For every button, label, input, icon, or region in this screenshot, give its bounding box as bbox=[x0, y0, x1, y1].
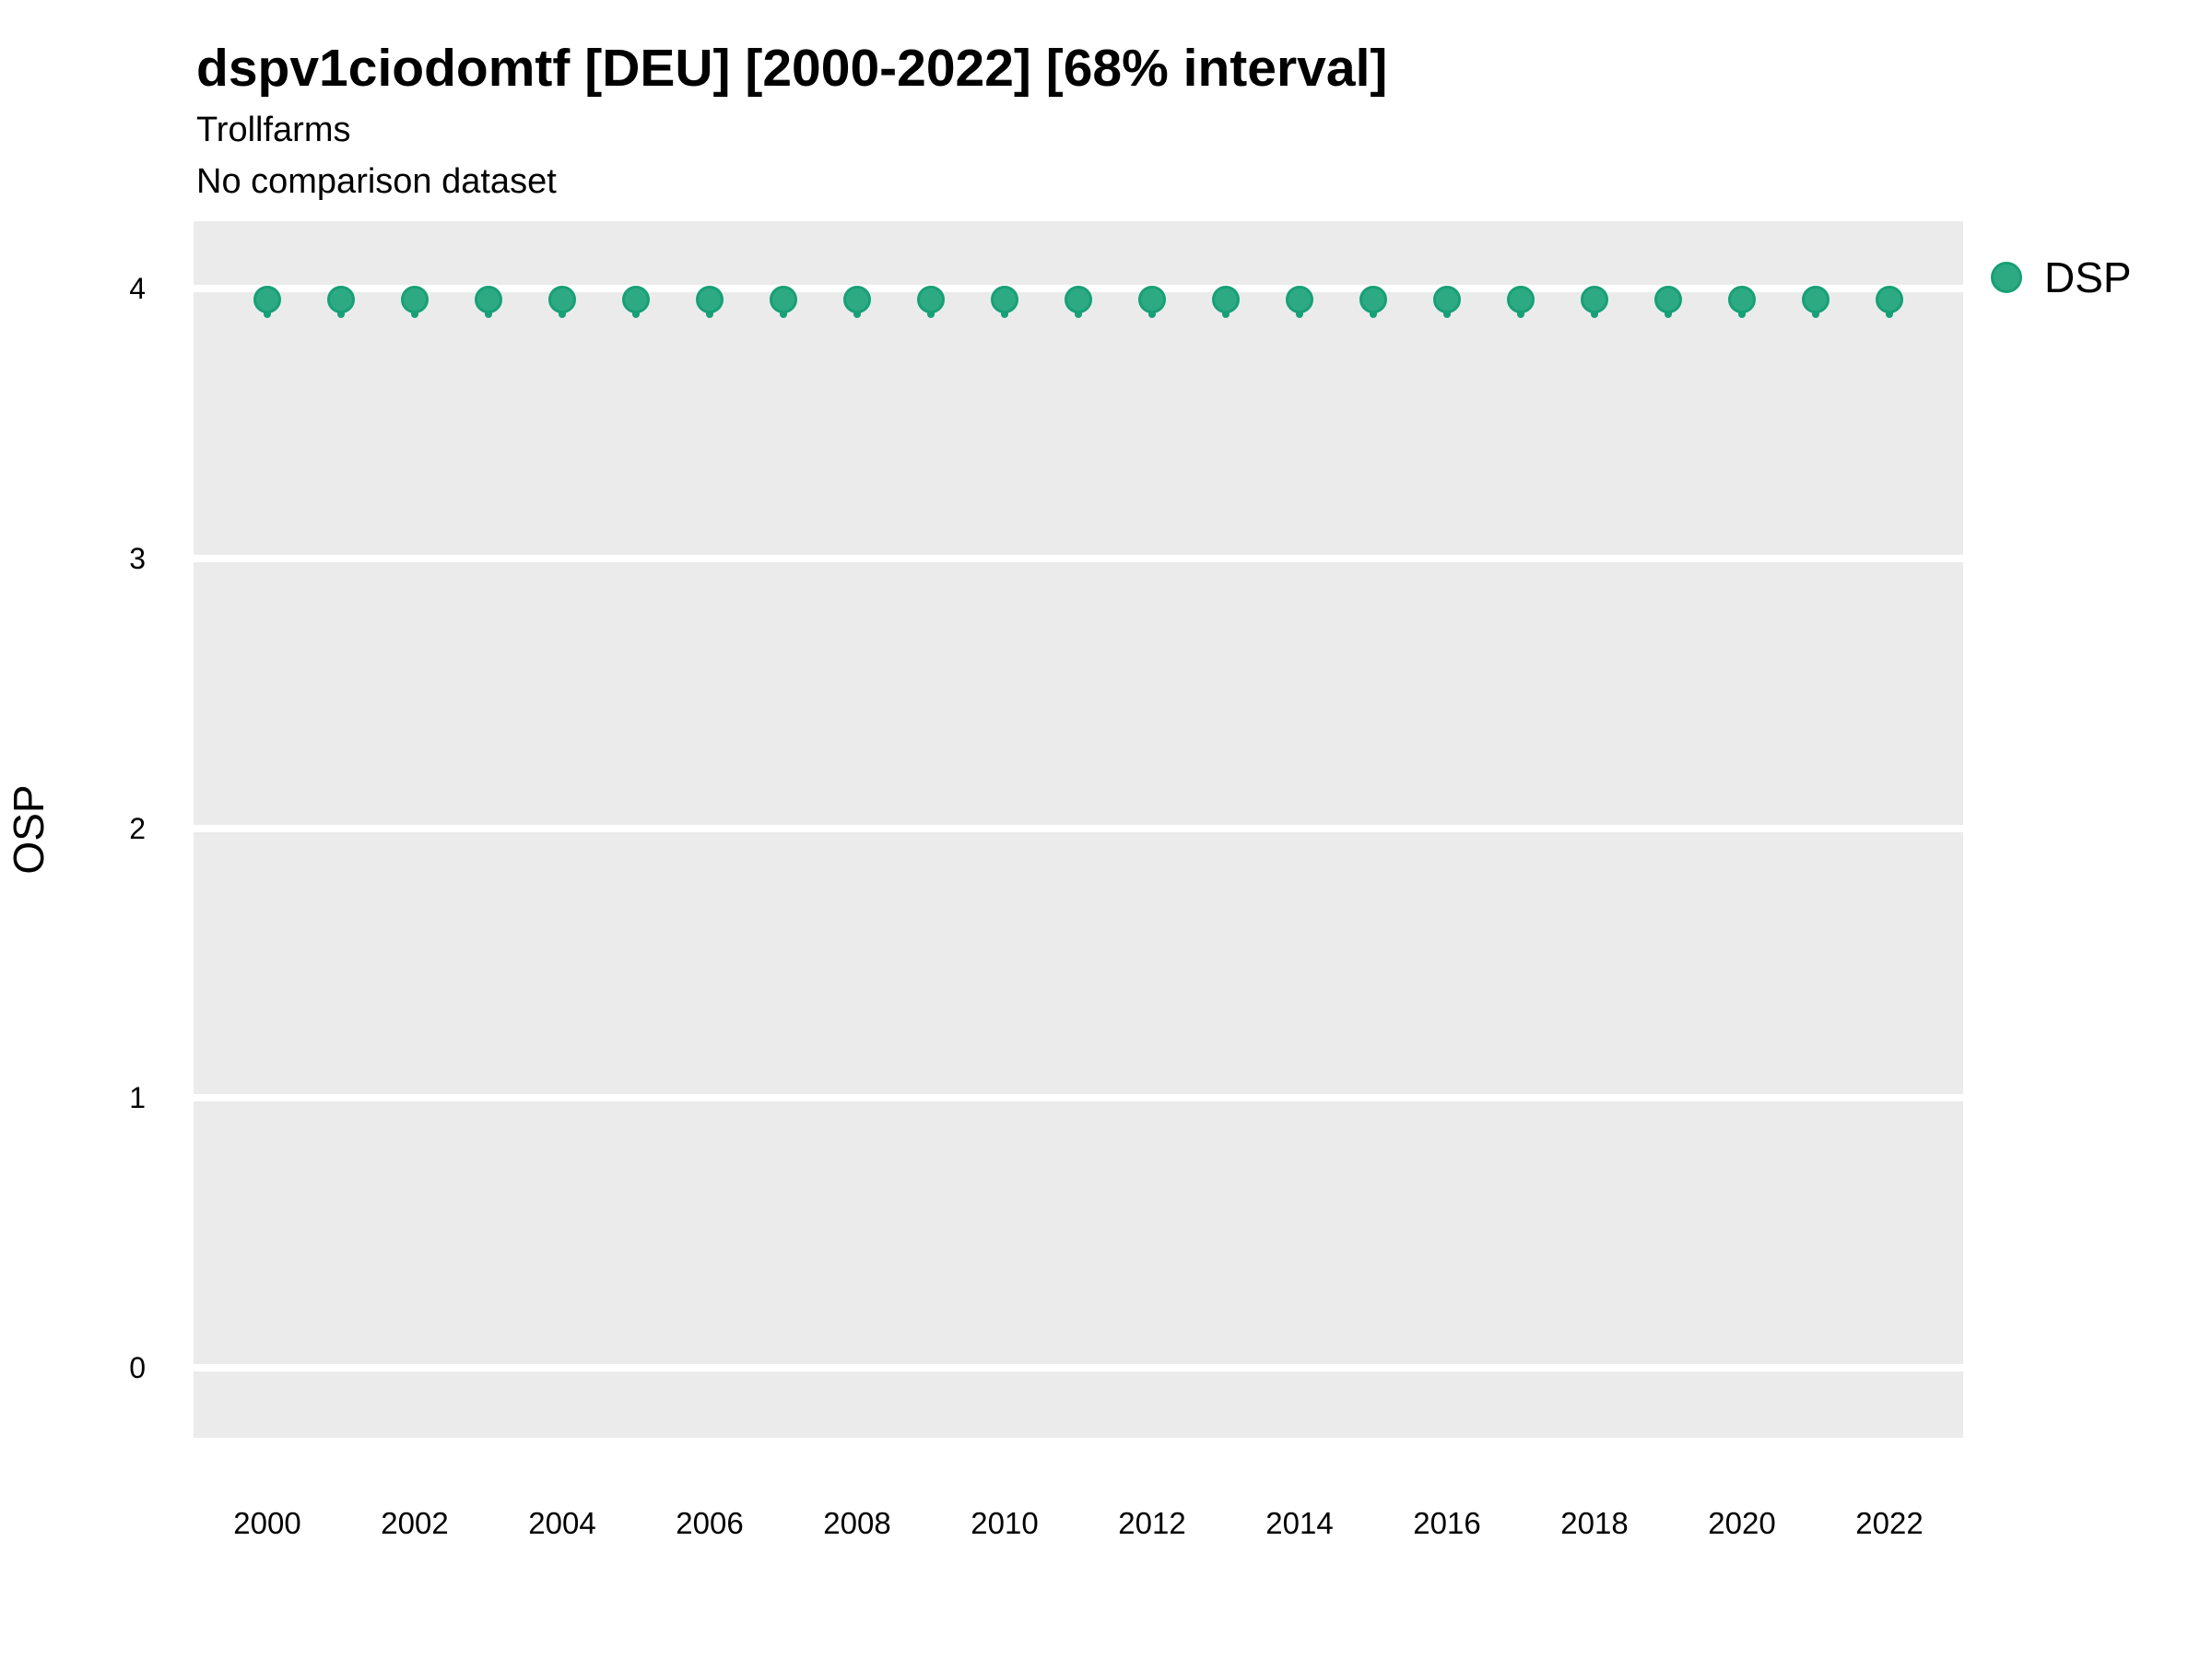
gridline-y-1 bbox=[194, 1094, 1963, 1102]
gridline-y-2 bbox=[194, 824, 1963, 832]
y-tick-label: 1 bbox=[129, 1081, 146, 1115]
x-tick-label: 2000 bbox=[233, 1506, 301, 1540]
x-tick-label: 2012 bbox=[1118, 1506, 1186, 1540]
plot-panel bbox=[194, 221, 1963, 1438]
legend-item-label: DSP bbox=[2044, 253, 2132, 301]
x-tick-label: 2020 bbox=[1708, 1506, 1776, 1540]
legend-marker-circle-icon bbox=[1991, 262, 2022, 293]
x-tick-label: 2006 bbox=[676, 1506, 744, 1540]
gridline-y-4 bbox=[194, 285, 1963, 293]
chart-title: dspv1ciodomtf [DEU] [2000-2022] [68% int… bbox=[196, 39, 1388, 98]
legend: DSP bbox=[1991, 254, 2132, 300]
x-tick-label: 2016 bbox=[1413, 1506, 1481, 1540]
x-tick-label: 2018 bbox=[1560, 1506, 1629, 1540]
gridline-y-0 bbox=[194, 1363, 1963, 1371]
x-tick-label: 2014 bbox=[1265, 1506, 1334, 1540]
x-tick-label: 2008 bbox=[823, 1506, 891, 1540]
y-tick-label: 4 bbox=[129, 272, 146, 306]
y-tick-label: 0 bbox=[129, 1350, 146, 1384]
x-tick-label: 2022 bbox=[1855, 1506, 1924, 1540]
gridline-y-3 bbox=[194, 554, 1963, 562]
x-tick-label: 2010 bbox=[971, 1506, 1039, 1540]
comparison-note: No comparison dataset bbox=[196, 162, 557, 201]
chart-subtitle: Trollfarms bbox=[196, 111, 351, 149]
y-axis-title: OSP bbox=[5, 784, 53, 875]
y-tick-label: 3 bbox=[129, 541, 146, 575]
x-tick-label: 2002 bbox=[381, 1506, 449, 1540]
x-tick-label: 2004 bbox=[528, 1506, 596, 1540]
